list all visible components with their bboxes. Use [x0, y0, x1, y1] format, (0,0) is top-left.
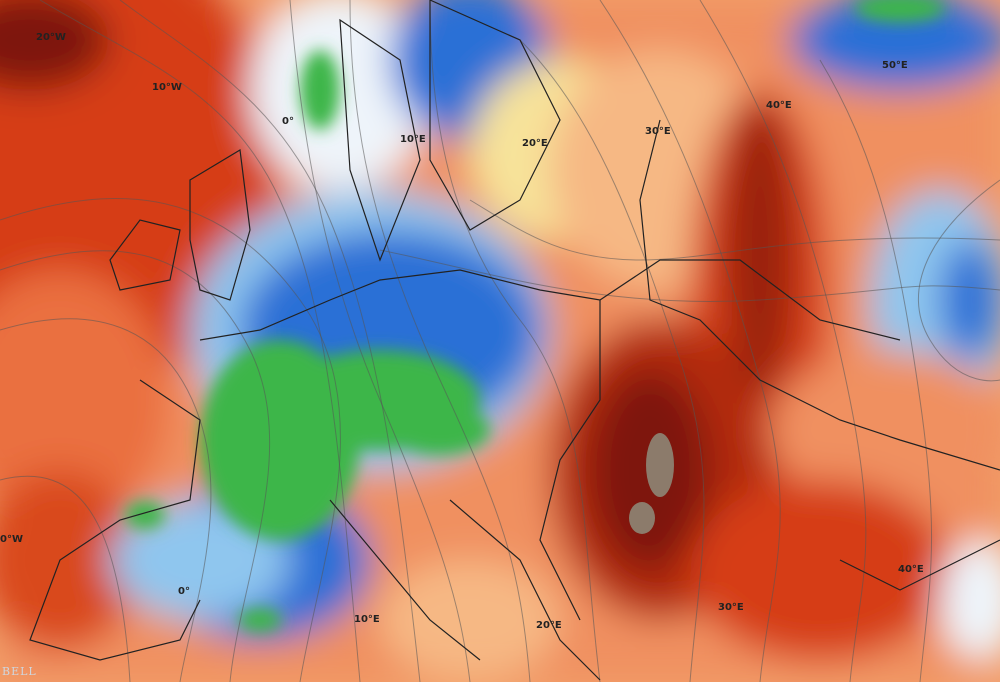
grid-label-50e: 50°E — [882, 60, 908, 71]
grid-label-10w: 10°W — [152, 82, 182, 93]
grid-label-0: 0° — [282, 116, 294, 127]
grid-label-w-left: 0°W — [0, 534, 23, 545]
coastlines-borders — [29, 0, 1000, 681]
watermark: BELL — [2, 665, 37, 678]
grid-label-10e: 10°E — [400, 134, 426, 145]
extreme-anomaly-patch — [629, 433, 674, 534]
grid-label-20w: 20°W — [36, 32, 66, 43]
grid-label-30e-bottom: 30°E — [718, 602, 744, 613]
grid-label-30e: 30°E — [645, 126, 671, 137]
grid-label-40e: 40°E — [766, 100, 792, 111]
grid-label-40e-bottom: 40°E — [898, 564, 924, 575]
grid-label-0-bottom: 0° — [178, 586, 190, 597]
grid-label-20e: 20°E — [522, 138, 548, 149]
grid-label-20e-bottom: 20°E — [536, 620, 562, 631]
grid-label-10e-bottom: 10°E — [354, 614, 380, 625]
